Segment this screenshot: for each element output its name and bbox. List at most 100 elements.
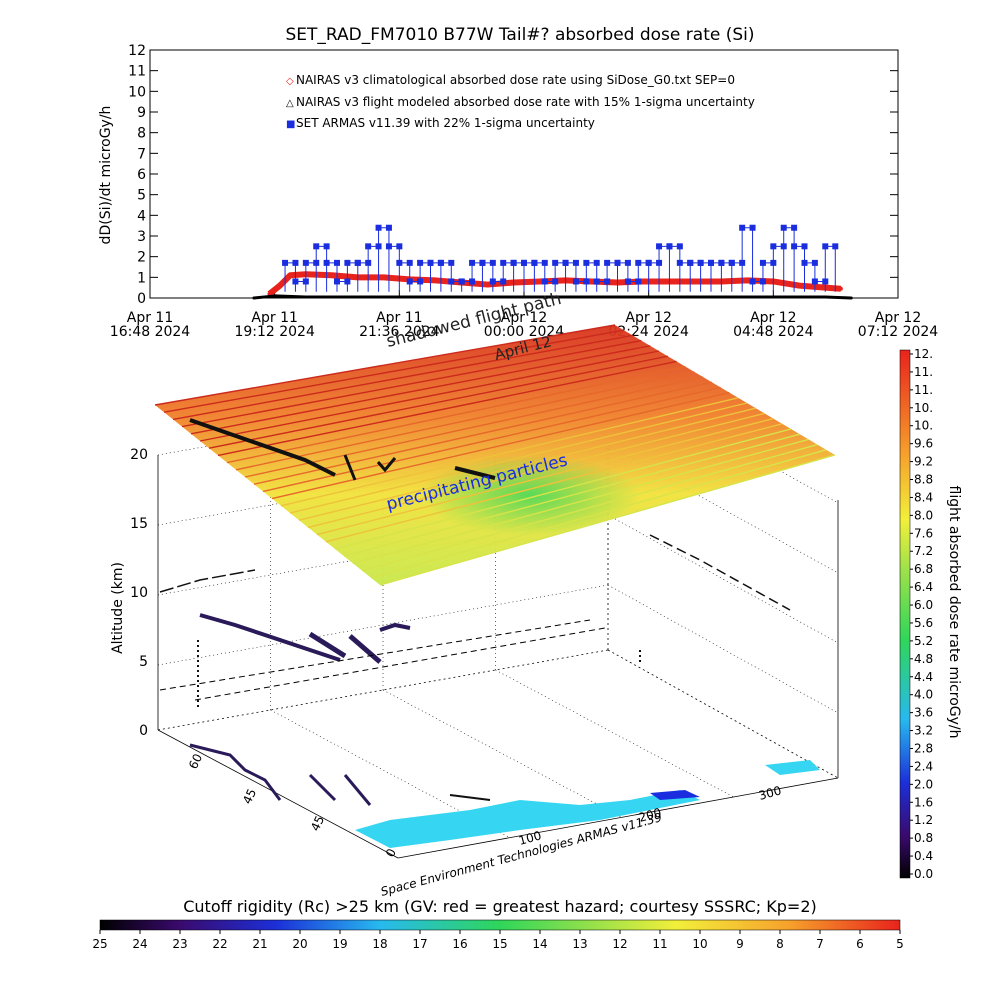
data-point (641, 279, 646, 284)
y-axis-label: dD(Si)/dt microGy/h (98, 106, 114, 245)
colorbar-tick-label: 2.4 (914, 759, 933, 773)
x-tick-label-line2: 04:48 2024 (733, 324, 814, 340)
colorbar-tick-label: 11. (914, 383, 933, 397)
lat-tick-60: 60 (186, 752, 205, 772)
data-point (510, 259, 517, 266)
x-tick-label-line1: Apr 11 (127, 310, 173, 326)
dose-colorbar-ticks: 12. 11. 11. 10. 10. 9.6 9.2 8.8 8.4 8.0 7.6 7.2 6.8 6… (910, 347, 933, 881)
z-tick-15: 15 (130, 516, 148, 532)
colorbar-tick-label: 3.2 (914, 724, 933, 738)
data-point (329, 273, 334, 278)
cutoff-tick-label: 5 (896, 937, 904, 951)
legend: ◇ NAIRAS v3 climatological absorbed dose… (286, 73, 755, 130)
data-point (500, 278, 507, 285)
data-point (666, 243, 673, 250)
data-point (489, 259, 496, 266)
data-point (708, 259, 714, 266)
surface-stripe (262, 386, 721, 493)
3d-scene: 0 5 10 15 20 Altitude (km) 0 45 45 60 10… (110, 289, 839, 899)
data-point (334, 259, 340, 266)
data-point (479, 259, 486, 266)
surface-stripe (235, 371, 695, 471)
y-tick-label: 5 (137, 188, 146, 204)
data-point (801, 259, 808, 266)
y-tick-label: 1 (137, 270, 146, 286)
data-point (624, 259, 631, 266)
data-point (282, 259, 289, 266)
y-tick-label: 6 (137, 167, 146, 183)
data-point (541, 259, 548, 266)
y-tick-label: 3 (137, 229, 146, 245)
data-point (356, 295, 360, 299)
z-tick-20: 20 (130, 447, 148, 463)
flight-track (159, 418, 791, 710)
dose-surface (154, 324, 836, 586)
data-point (739, 224, 746, 231)
legend-symbol-armas: ■ (286, 119, 295, 130)
surface-stripe (244, 376, 704, 478)
data-point (801, 243, 808, 250)
cutoff-tick-label: 6 (856, 937, 864, 951)
dose-colorbar-label: flight absorbed dose rate microGy/h (946, 486, 962, 739)
data-point (433, 278, 438, 283)
surface-stripe (280, 397, 739, 507)
data-point (832, 243, 839, 250)
data-point (458, 278, 465, 285)
colorbar-tick-label: 9.2 (914, 455, 933, 469)
surface-stripe (289, 402, 748, 514)
surface-stripe (352, 438, 809, 565)
surface-stripe (217, 360, 677, 457)
x-tick-label-line2: 16:48 2024 (110, 324, 191, 340)
colorbar-tick-label: 1.6 (914, 795, 933, 809)
data-point (745, 278, 750, 283)
lat-ticks: 0 45 45 60 (186, 752, 399, 860)
data-point (375, 243, 382, 250)
data-point (616, 295, 619, 299)
data-point (531, 259, 538, 266)
y-tick-label: 2 (137, 250, 146, 266)
data-point (687, 259, 694, 266)
cutoff-tick-label: 10 (692, 937, 707, 951)
grid-line (382, 689, 624, 819)
data-point (396, 243, 403, 250)
data-point (656, 259, 663, 266)
data-point (624, 278, 631, 285)
data-point (849, 296, 853, 300)
data-point (277, 283, 282, 288)
data-point (572, 278, 579, 285)
lon-tick-200: 200 (637, 805, 663, 824)
data-point (417, 278, 424, 285)
data-point (759, 278, 766, 285)
grid-line (607, 514, 839, 644)
lon-ticks: 100 200 300 (517, 783, 783, 847)
colorbar-tick-label: 0.8 (914, 831, 933, 845)
colorbar-tick-label: 6.8 (914, 562, 933, 576)
data-point (718, 259, 725, 266)
cutoff-tick-label: 15 (492, 937, 507, 951)
surface-stripe (208, 355, 668, 449)
data-point (448, 259, 455, 266)
x-tick-label-line1: Apr 12 (501, 310, 547, 326)
data-point (749, 278, 756, 285)
data-point (749, 224, 756, 231)
cutoff-tick-label: 12 (612, 937, 627, 951)
surface-stripe (343, 433, 800, 557)
legend-label-armas: SET ARMAS v11.39 with 22% 1-sigma uncert… (296, 116, 595, 130)
data-point (385, 224, 392, 231)
data-point (811, 278, 818, 285)
x-tick-label-line1: Apr 12 (625, 310, 671, 326)
data-point (656, 243, 663, 250)
cutoff-tick-label: 20 (292, 937, 307, 951)
data-point (838, 286, 843, 291)
colorbar-tick-label: 11. (914, 365, 933, 379)
grid-line (495, 669, 736, 799)
y-tick-label: 11 (128, 64, 146, 80)
data-point (739, 259, 746, 266)
data-point (728, 259, 735, 266)
colorbar-tick-label: 8.4 (914, 490, 933, 504)
data-point (645, 259, 652, 266)
x-tick-label-line1: Apr 12 (750, 310, 796, 326)
series-layer (252, 224, 853, 300)
data-point (780, 224, 787, 231)
